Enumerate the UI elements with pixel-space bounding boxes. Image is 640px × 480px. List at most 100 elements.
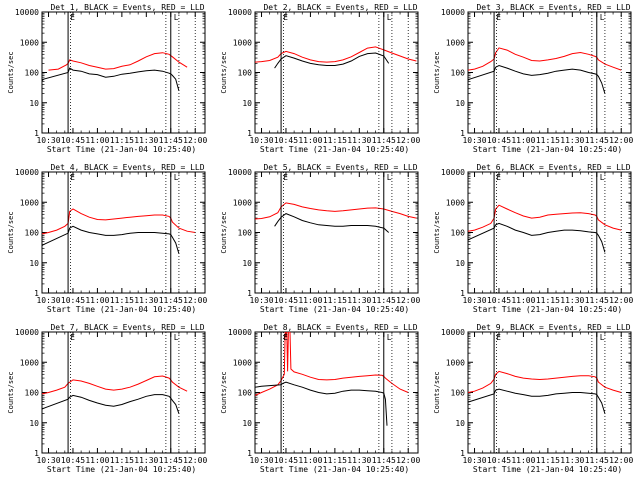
x-tick-label: 10:45	[61, 456, 85, 465]
y-tick-label: 10000	[228, 168, 252, 177]
y-axis-label: Counts/sec	[433, 51, 441, 93]
y-axis-label: Counts/sec	[220, 371, 228, 413]
flag-label: L	[174, 13, 179, 22]
y-tick-label: 10	[29, 419, 39, 428]
flag-label: L	[600, 13, 605, 22]
y-tick-label: 10000	[441, 328, 465, 337]
x-tick-label: 11:45	[585, 456, 609, 465]
series-line-events	[274, 213, 390, 233]
x-tick-label: 11:30	[134, 456, 158, 465]
y-tick-label: 1	[460, 129, 465, 138]
y-tick-label: 10000	[441, 168, 465, 177]
x-tick-label: 12:00	[183, 136, 207, 145]
chart-title: Det 4, BLACK = Events, RED = LLD	[50, 163, 204, 172]
series-line-lld	[42, 208, 196, 235]
chart-panel-det3: Det 3, BLACK = Events, RED = LLD 1 10 100 10…	[433, 3, 633, 154]
x-tick-label: 12:00	[609, 456, 633, 465]
x-tick-label: 11:00	[85, 456, 109, 465]
x-tick-label: 10:30	[36, 136, 60, 145]
series-group	[42, 208, 196, 254]
series-line-events	[468, 64, 606, 94]
flag-label: E	[70, 173, 75, 182]
series-line-events	[42, 394, 180, 414]
y-tick-label: 10	[242, 99, 252, 108]
x-axis-label: Start Time (21-Jan-04 10:25:40)	[47, 305, 196, 314]
x-tick-label: 11:00	[85, 136, 109, 145]
chart-title: Det 9, BLACK = Events, RED = LLD	[476, 323, 630, 332]
series-line-lld	[468, 370, 622, 393]
x-tick-label: 10:30	[36, 296, 60, 305]
flag-label: E	[70, 13, 75, 22]
x-tick-label: 11:15	[536, 296, 560, 305]
plot-frame	[254, 11, 419, 134]
y-tick-label: 100	[451, 69, 466, 78]
x-tick-label: 11:00	[511, 456, 535, 465]
x-tick-label: 11:45	[159, 456, 183, 465]
x-tick-label: 11:15	[110, 136, 134, 145]
flag-label: L	[174, 173, 179, 182]
x-axis-label: Start Time (21-Jan-04 10:25:40)	[260, 305, 409, 314]
x-tick-label: 10:45	[274, 136, 298, 145]
x-tick-label: 10:45	[487, 456, 511, 465]
series-line-lld	[468, 204, 622, 232]
y-tick-label: 1	[34, 129, 39, 138]
x-tick-label: 11:15	[536, 456, 560, 465]
x-tick-label: 11:45	[372, 456, 396, 465]
chart-panel-det1: Det 1, BLACK = Events, RED = LLD 1 10 100 10…	[7, 3, 207, 154]
y-axis-label: Counts/sec	[7, 51, 15, 93]
y-tick-label: 10	[455, 419, 465, 428]
x-tick-label: 11:45	[372, 136, 396, 145]
flag-label: E	[283, 173, 288, 182]
y-tick-label: 1000	[446, 198, 465, 207]
y-tick-label: 10	[242, 259, 252, 268]
series-line-lld	[255, 332, 409, 396]
x-tick-label: 10:45	[274, 296, 298, 305]
flag-label: E	[283, 13, 288, 22]
x-tick-label: 11:30	[347, 136, 371, 145]
chart-title: Det 5, BLACK = Events, RED = LLD	[263, 163, 417, 172]
series-line-events	[468, 222, 606, 253]
x-axis-label: Start Time (21-Jan-04 10:25:40)	[260, 465, 409, 474]
flag-label: L	[600, 333, 605, 342]
x-tick-label: 11:30	[347, 296, 371, 305]
y-axis-label: Counts/sec	[220, 51, 228, 93]
y-tick-label: 10	[455, 259, 465, 268]
x-axis-label: Start Time (21-Jan-04 10:25:40)	[473, 145, 622, 154]
series-line-events	[255, 381, 388, 426]
series-line-lld	[255, 202, 417, 220]
chart-panel-det4: Det 4, BLACK = Events, RED = LLD 1 10 100 10…	[7, 163, 207, 314]
chart-panel-det2: Det 2, BLACK = Events, RED = LLD 1 10 100 10…	[220, 3, 420, 154]
x-tick-label: 11:15	[323, 456, 347, 465]
x-axis-label: Start Time (21-Jan-04 10:25:40)	[473, 465, 622, 474]
x-tick-label: 11:45	[585, 136, 609, 145]
y-tick-label: 1	[247, 289, 252, 298]
x-tick-label: 11:00	[298, 296, 322, 305]
x-tick-label: 11:15	[323, 136, 347, 145]
x-tick-label: 11:45	[159, 296, 183, 305]
series-line-lld	[42, 375, 188, 395]
flag-label: L	[387, 173, 392, 182]
y-axis-label: Counts/sec	[433, 371, 441, 413]
x-tick-label: 11:00	[298, 136, 322, 145]
chart-title: Det 7, BLACK = Events, RED = LLD	[50, 323, 204, 332]
flag-label: E	[496, 173, 501, 182]
y-tick-label: 100	[451, 229, 466, 238]
flag-label: L	[600, 173, 605, 182]
x-axis-label: Start Time (21-Jan-04 10:25:40)	[473, 305, 622, 314]
x-tick-label: 10:45	[61, 296, 85, 305]
series-group	[468, 204, 622, 253]
chart-title: Det 6, BLACK = Events, RED = LLD	[476, 163, 630, 172]
chart-panel-det7: Det 7, BLACK = Events, RED = LLD 1 10 100 10…	[7, 323, 207, 474]
chart-panel-det6: Det 6, BLACK = Events, RED = LLD 1 10 100 10…	[433, 163, 633, 314]
flag-label: L	[174, 333, 179, 342]
x-tick-label: 11:30	[560, 296, 584, 305]
x-tick-label: 12:00	[183, 456, 207, 465]
y-axis-label: Counts/sec	[7, 211, 15, 253]
y-tick-label: 10000	[15, 8, 39, 17]
x-tick-label: 10:45	[274, 456, 298, 465]
x-tick-label: 10:45	[61, 136, 85, 145]
chart-title: Det 3, BLACK = Events, RED = LLD	[476, 3, 630, 12]
x-tick-label: 11:45	[159, 136, 183, 145]
series-group	[42, 375, 188, 414]
